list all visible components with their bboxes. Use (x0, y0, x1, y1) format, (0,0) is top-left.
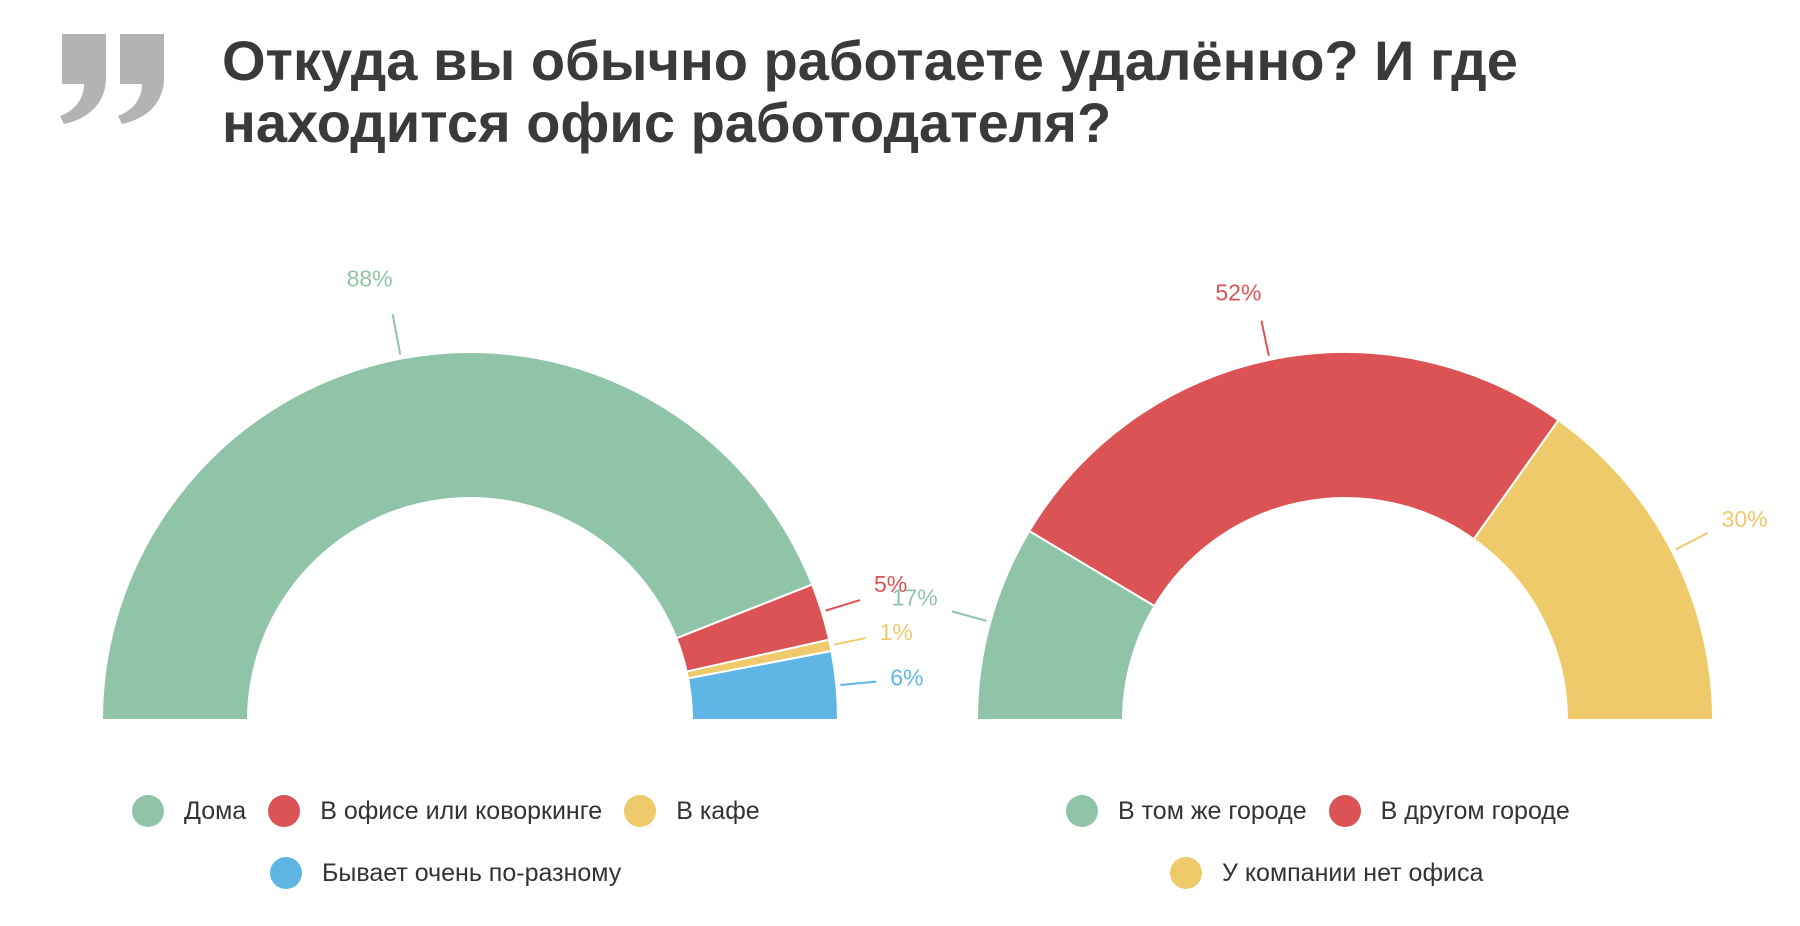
legend-label: У компании нет офиса (1222, 858, 1484, 887)
legend-swatch (270, 857, 302, 889)
legend-swatch (132, 795, 164, 827)
data-label-same-city: 17% (892, 584, 938, 610)
slice-doma[interactable] (100, 351, 814, 721)
legend-label: В офисе или коворкинге (320, 796, 603, 825)
chart-title: Откуда вы обычно работаете удалённо? И г… (222, 29, 1518, 154)
leader-line-office (825, 599, 861, 612)
leader-line-cafe (834, 637, 866, 646)
legend-swatch (1328, 795, 1361, 827)
legend-item-office[interactable]: В офисе или коворкинге (268, 795, 602, 827)
legend-label: В том же городе (1118, 796, 1307, 825)
legend-swatch (624, 795, 657, 827)
legend-item-same-city[interactable]: В том же городе (1066, 795, 1307, 827)
legend-label: Дома (184, 796, 247, 825)
legend-swatch (1170, 857, 1202, 889)
leader-line-other-city (1260, 320, 1270, 357)
data-label-other-city: 52% (1215, 280, 1261, 306)
leader-line-doma (391, 314, 402, 355)
data-label-cafe: 1% (880, 619, 913, 645)
leader-line-varies (840, 680, 877, 686)
slice-no-office[interactable] (1472, 418, 1715, 721)
slice-other-city[interactable] (1027, 351, 1560, 608)
leader-line-no-office (1675, 532, 1709, 551)
legend-label: Бывает очень по-разному (322, 858, 622, 887)
legend-swatch (1066, 795, 1098, 827)
legend-label: В другом городе (1380, 796, 1570, 825)
legend-item-doma[interactable]: Дома (132, 795, 246, 827)
legend-item-other-city[interactable]: В другом городе (1328, 795, 1570, 827)
legend-item-no-office[interactable]: У компании нет офиса (1170, 857, 1483, 889)
data-label-doma: 88% (347, 265, 393, 291)
legend-label: В кафе (676, 796, 760, 825)
legend-left: Дома В офисе или коворкинге В кафе Бывае… (132, 780, 782, 904)
legend-swatch (268, 795, 301, 827)
quote-mark-icon (60, 34, 164, 124)
data-label-office: 5% (874, 571, 907, 597)
legend-right: В том же городе В другом городе У компан… (1066, 780, 1592, 904)
legend-item-varies[interactable]: Бывает очень по-разному (270, 857, 621, 889)
legend-item-cafe[interactable]: В кафе (624, 795, 760, 827)
slice-varies[interactable] (686, 649, 840, 721)
data-label-varies: 6% (890, 665, 923, 691)
leader-line-same-city (951, 610, 987, 622)
data-label-no-office: 30% (1722, 506, 1768, 532)
